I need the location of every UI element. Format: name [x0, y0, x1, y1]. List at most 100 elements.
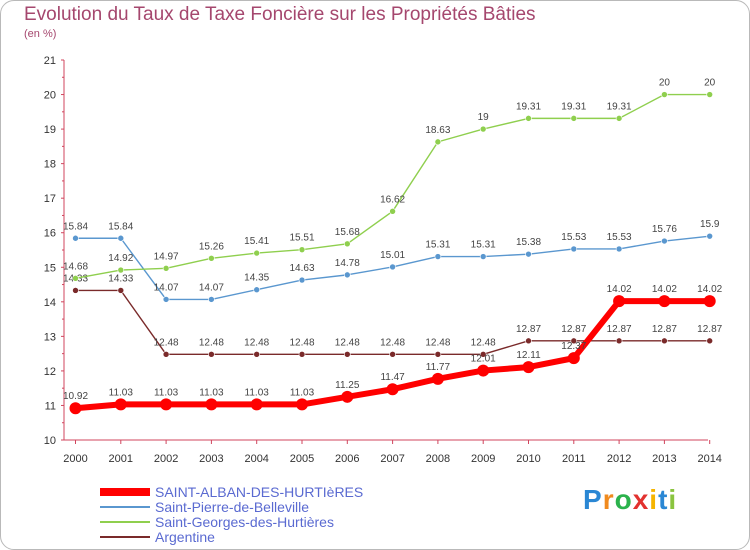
data-label: 19.31	[607, 101, 632, 112]
data-label: 14.02	[652, 284, 677, 295]
data-point	[479, 351, 487, 358]
data-point	[434, 351, 442, 358]
x-tick-label: 2013	[652, 453, 676, 465]
data-label: 15.84	[63, 221, 88, 232]
data-point	[661, 337, 668, 345]
y-tick-label: 18	[44, 159, 56, 171]
data-point	[69, 402, 82, 415]
data-point	[208, 254, 215, 262]
data-point	[567, 352, 580, 365]
data-label: 12.87	[516, 324, 541, 335]
y-tick-label: 19	[44, 124, 56, 136]
y-tick-label: 13	[44, 331, 56, 343]
data-point	[250, 398, 263, 411]
data-label: 15.26	[199, 241, 224, 252]
data-label: 14.02	[607, 284, 632, 295]
data-point	[615, 337, 623, 345]
logo-letter: i	[649, 484, 659, 515]
data-point	[117, 266, 125, 274]
logo-letter: i	[668, 484, 678, 515]
data-point	[389, 263, 396, 271]
proxiti-logo: Proxiti	[583, 484, 677, 516]
x-tick-label: 2003	[199, 453, 223, 465]
data-point	[525, 337, 532, 345]
data-label: 12.48	[335, 337, 360, 348]
data-point	[72, 234, 79, 242]
data-label: 15.51	[289, 233, 314, 244]
data-point	[658, 295, 671, 308]
data-point	[343, 271, 351, 279]
x-tick-label: 2004	[244, 453, 268, 465]
data-point	[162, 296, 170, 303]
data-label: 12.87	[652, 324, 677, 335]
y-tick-label: 17	[44, 193, 56, 205]
data-point	[479, 253, 487, 260]
data-label: 14.68	[63, 261, 88, 272]
data-label: 11.03	[109, 387, 134, 398]
logo-letter: P	[583, 484, 603, 515]
data-label: 12.48	[199, 337, 224, 348]
data-point	[298, 351, 306, 358]
data-point	[706, 232, 714, 240]
data-label: 20	[704, 78, 716, 89]
data-point	[661, 91, 668, 98]
data-label: 11.03	[290, 387, 315, 398]
data-label: 12.48	[425, 337, 450, 348]
data-label: 12.48	[380, 337, 405, 348]
data-label: 14.78	[335, 258, 360, 269]
x-tick-label: 2014	[697, 453, 721, 465]
data-label: 15.84	[108, 221, 133, 232]
data-label: 12.87	[697, 324, 722, 335]
data-point	[434, 253, 442, 260]
data-label: 15.68	[335, 227, 360, 238]
data-label: 15.53	[607, 232, 632, 243]
data-label: 16.62	[380, 194, 405, 205]
data-point	[253, 249, 261, 257]
x-tick-label: 2001	[109, 453, 133, 465]
data-label: 19	[478, 112, 490, 123]
data-point	[160, 398, 173, 411]
legend-label: SAINT-ALBAN-DES-HURTIèRES	[155, 484, 363, 500]
data-point	[253, 286, 261, 294]
x-tick-label: 2006	[335, 453, 359, 465]
data-point	[570, 115, 578, 122]
data-point	[389, 208, 396, 215]
logo-letter: x	[632, 484, 650, 515]
y-tick-label: 10	[44, 435, 56, 447]
data-point	[341, 390, 354, 403]
data-label: 12.37	[561, 341, 586, 352]
y-tick-label: 15	[44, 262, 56, 274]
y-tick-label: 12	[44, 366, 56, 378]
data-label: 11.03	[245, 387, 270, 398]
data-point	[205, 398, 218, 411]
y-tick-label: 11	[45, 400, 56, 412]
data-label: 19.31	[516, 101, 541, 112]
data-label: 15.9	[700, 219, 720, 230]
legend-label: Saint-Georges-des-Hurtières	[155, 514, 334, 530]
data-point	[208, 351, 215, 358]
data-point	[386, 383, 399, 396]
x-tick-label: 2011	[562, 453, 586, 465]
data-label: 14.97	[154, 251, 179, 262]
x-tick-label: 2009	[471, 453, 495, 465]
data-label: 11.77	[426, 362, 451, 373]
data-label: 18.63	[425, 125, 450, 136]
data-point	[525, 115, 532, 122]
data-point	[72, 275, 79, 282]
x-tick-label: 2010	[516, 453, 540, 465]
data-point	[253, 351, 261, 358]
x-tick-label: 2000	[63, 453, 87, 465]
data-label: 14.63	[289, 263, 314, 274]
y-tick-label: 14	[44, 297, 56, 309]
chart-title: Evolution du Taux de Taxe Foncière sur l…	[24, 4, 536, 25]
data-point	[72, 287, 79, 294]
data-label: 15.41	[244, 236, 269, 247]
data-label: 11.47	[380, 372, 405, 383]
data-label: 14.35	[244, 273, 269, 284]
data-point	[208, 296, 215, 303]
data-label: 12.48	[154, 337, 179, 348]
data-point	[615, 115, 623, 122]
y-tick-label: 20	[44, 90, 56, 102]
